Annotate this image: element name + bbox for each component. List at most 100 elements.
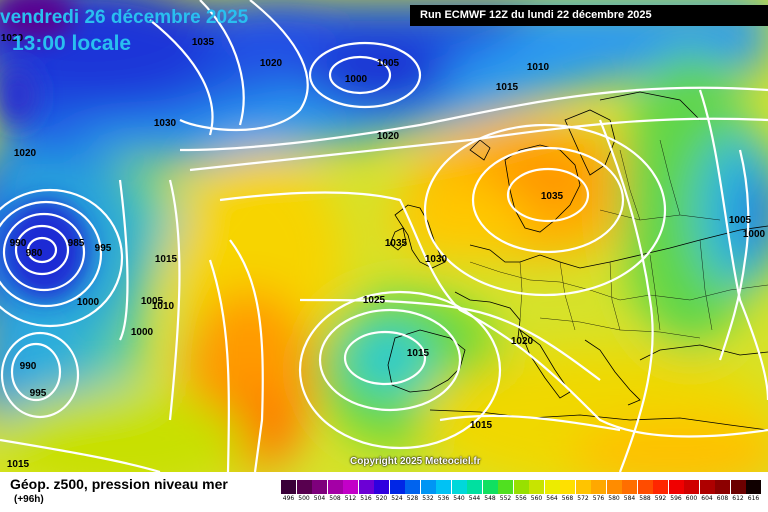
coastlines — [387, 91, 768, 431]
legend-label: 560 — [530, 495, 543, 502]
legend-swatch — [327, 480, 343, 494]
isobar-label: 990 — [20, 361, 37, 372]
chart-subtitle: (+96h) — [14, 494, 44, 505]
isobar-label: 1020 — [260, 58, 283, 69]
isobar-label: 1000 — [345, 74, 368, 85]
isobar-label: 1005 — [377, 58, 400, 69]
legend-label: 580 — [608, 495, 620, 502]
borders — [469, 139, 768, 339]
isobar-label: 1035 — [192, 37, 215, 48]
legend-label: 504 — [313, 495, 326, 502]
isobar-label: 1000 — [77, 297, 100, 308]
legend-swatch — [389, 480, 405, 494]
legend-swatch — [405, 480, 420, 494]
legend-label: 500 — [298, 495, 310, 502]
pressure-map: 1035 1020 1005 1000 1010 1015 1030 1020 1020 1035… — [0, 0, 768, 472]
legend-swatch — [498, 480, 513, 494]
legend-swatch — [684, 480, 699, 494]
legend-swatch — [467, 480, 482, 494]
legend-label: 568 — [561, 495, 574, 502]
isobar-label: 1005 — [729, 215, 752, 226]
isobar-label: 1030 — [154, 118, 177, 129]
copyright: Copyright 2025 Meteociel.fr — [350, 456, 481, 467]
isobars — [0, 0, 768, 472]
isobar-label: 1035 — [541, 191, 564, 202]
legend-swatch — [591, 480, 606, 494]
isobar-label: 1015 — [7, 459, 30, 470]
legend-swatch — [358, 480, 374, 494]
isobar-label: 1020 — [14, 148, 37, 159]
legend-swatch — [746, 480, 761, 494]
legend-label: 536 — [437, 495, 450, 502]
legend-label: 520 — [375, 495, 388, 502]
legend-label: 588 — [639, 495, 651, 502]
legend-label: 524 — [391, 495, 403, 502]
legend-label: 496 — [282, 495, 295, 502]
isobar-label: 995 — [95, 243, 112, 254]
legend-swatch — [699, 480, 715, 494]
legend-swatch — [715, 480, 730, 494]
forecast-date: vendredi 26 décembre 2025 — [0, 7, 249, 28]
isobar-label: 1020 — [377, 131, 400, 142]
legend-swatch — [622, 480, 637, 494]
isobar-label: 1005 — [141, 296, 164, 307]
legend-swatch — [606, 480, 622, 494]
legend-label: 548 — [484, 495, 496, 502]
legend-swatch — [296, 480, 312, 494]
isobar-label: 1000 — [131, 327, 154, 338]
legend-label: 608 — [716, 495, 729, 502]
legend-label: 576 — [592, 495, 605, 502]
legend-swatch — [482, 480, 498, 494]
isobar-label: 1000 — [743, 229, 766, 240]
legend-label: 544 — [468, 495, 481, 502]
legend-label: 564 — [546, 495, 558, 502]
isobar-label: 980 — [26, 248, 43, 259]
legend-swatch — [637, 480, 653, 494]
legend-swatch — [575, 480, 591, 494]
legend-swatch — [374, 480, 389, 494]
legend-swatch — [343, 480, 358, 494]
deep-lows — [0, 0, 87, 300]
legend-label: 604 — [701, 495, 713, 502]
legend-label: 552 — [499, 495, 512, 502]
isobar-label: 1020 — [1, 33, 24, 44]
legend-swatch — [281, 480, 296, 494]
isobar-label: 990 — [10, 238, 27, 249]
legend-swatch — [730, 480, 746, 494]
legend-footer: Géop. z500, pression niveau mer (+96h) 4… — [0, 472, 768, 512]
legend-swatch — [436, 480, 451, 494]
legend-swatch — [560, 480, 575, 494]
legend-label: 592 — [654, 495, 667, 502]
run-info: Run ECMWF 12Z du lundi 22 décembre 2025 — [410, 5, 768, 26]
isobar-label: 1015 — [496, 82, 519, 93]
isobar-label: 1015 — [407, 348, 430, 359]
legend-swatch — [529, 480, 544, 494]
legend-label: 540 — [453, 495, 465, 502]
isobar-label: 1010 — [527, 62, 550, 73]
chart-title: Géop. z500, pression niveau mer — [10, 476, 228, 492]
legend-label: 616 — [747, 495, 760, 502]
isobar-label: 1015 — [470, 420, 493, 431]
legend-label: 508 — [329, 495, 341, 502]
forecast-time: 13:00 locale — [12, 32, 132, 55]
legend-label: 556 — [515, 495, 527, 502]
isobar-label: 1025 — [363, 295, 386, 306]
isobar-label: 1015 — [155, 254, 178, 265]
legend-label: 516 — [360, 495, 372, 502]
legend-swatch — [451, 480, 467, 494]
legend-label: 596 — [670, 495, 682, 502]
legend-label: 528 — [406, 495, 419, 502]
isobar-label: 995 — [30, 388, 47, 399]
isobar-label: 1020 — [511, 336, 534, 347]
legend-swatch — [653, 480, 668, 494]
legend-label: 572 — [577, 495, 589, 502]
isobar-label: 1030 — [425, 254, 448, 265]
isobar-labels: 1035 1020 1005 1000 1010 1015 1030 1020 1020 1035… — [1, 33, 766, 470]
legend-label: 600 — [685, 495, 698, 502]
isobar-label: 1010 — [152, 301, 175, 312]
legend-label: 512 — [344, 495, 357, 502]
isobar-label: 985 — [68, 238, 85, 249]
legend-swatch — [420, 480, 436, 494]
isobar-label: 1035 — [385, 238, 408, 249]
